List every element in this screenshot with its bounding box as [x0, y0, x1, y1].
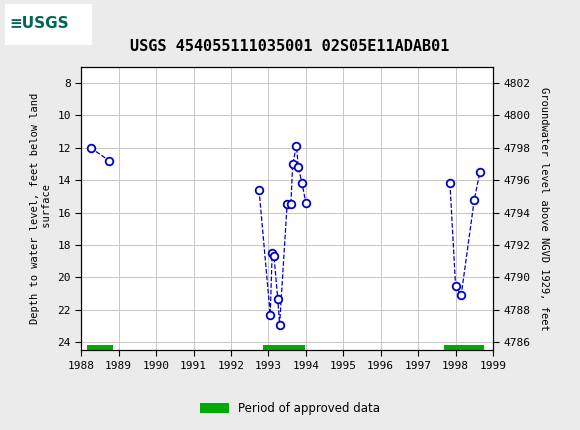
Legend: Period of approved data: Period of approved data	[195, 397, 385, 420]
Bar	[444, 345, 484, 351]
Y-axis label: Depth to water level, feet below land
 surface: Depth to water level, feet below land su…	[30, 93, 52, 324]
Y-axis label: Groundwater level above NGVD 1929, feet: Groundwater level above NGVD 1929, feet	[539, 87, 549, 330]
Bar	[87, 345, 113, 351]
Bar	[5, 4, 92, 46]
Text: USGS 454055111035001 02S05E11ADAB01: USGS 454055111035001 02S05E11ADAB01	[130, 39, 450, 54]
Bar	[263, 345, 305, 351]
Text: ≡USGS: ≡USGS	[9, 16, 69, 31]
